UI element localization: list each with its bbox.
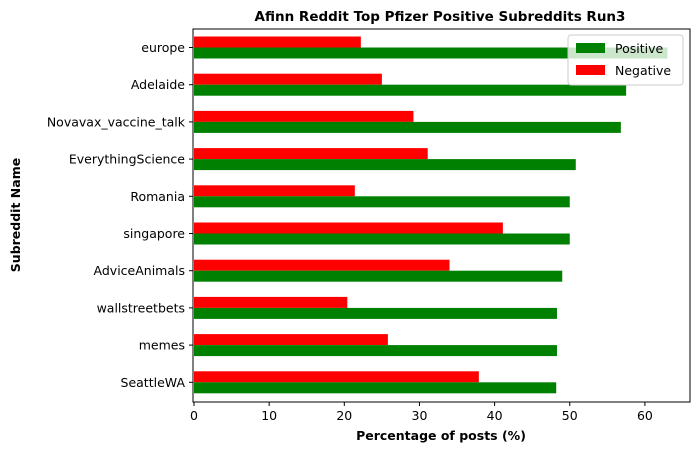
y-tick-label-europe: europe [141,40,185,55]
y-tick-label-romania: Romania [130,189,185,204]
bar-negative-europe [194,36,361,48]
bar-negative-romania [194,185,355,197]
bar-negative-seattlewa [194,371,479,383]
x-ticks-group: 0 10 20 30 40 50 60 [190,402,653,423]
bar-positive-everythingscience [194,159,576,171]
x-tick-label-60: 60 [637,408,653,423]
bar-positive-adelaide [194,84,627,96]
legend: Positive Negative [567,34,684,86]
y-tick-label-singapore: singapore [123,226,185,241]
plot-frame [192,28,691,403]
y-tick-label-adelaide: Adelaide [131,77,185,92]
y-tick-label-adviceanimals: AdviceAnimals [94,263,185,278]
bar-negative-adelaide [194,73,382,85]
x-tick-label-40: 40 [487,408,503,423]
bars-group [194,36,668,394]
x-tick-label-30: 30 [412,408,428,423]
bar-positive-novavax-vaccine-talk [194,121,621,133]
bar-negative-singapore [194,222,503,234]
legend-swatch-negative [576,65,605,75]
y-tick-label-novavax-vaccine-talk: Novavax_vaccine_talk [47,114,186,129]
x-tick-label-50: 50 [562,408,578,423]
bar-negative-wallstreetbets [194,296,348,308]
y-tick-label-memes: memes [139,338,185,353]
bar-positive-wallstreetbets [194,307,557,319]
y-axis-label: Subreddit Name [8,158,23,272]
bar-negative-everythingscience [194,148,428,160]
bar-positive-memes [194,345,557,357]
x-tick-label-20: 20 [336,408,352,423]
bar-positive-seattlewa [194,382,557,394]
bar-negative-novavax-vaccine-talk [194,110,414,122]
chart-title: Afinn Reddit Top Pfizer Positive Subredd… [255,9,626,25]
legend-swatch-positive [576,43,605,53]
bar-positive-singapore [194,233,570,245]
bar-positive-adviceanimals [194,270,563,282]
x-tick-label-0: 0 [190,408,198,423]
x-tick-label-10: 10 [261,408,277,423]
y-tick-label-seattlewa: SeattleWA [121,375,186,390]
y-tick-label-everythingscience: EverythingScience [69,152,185,167]
bar-negative-memes [194,334,388,346]
bar-positive-romania [194,196,570,208]
y-ticks-group: europe Adelaide Novavax_vaccine_talk Everyt… [47,40,193,390]
x-axis-label: Percentage of posts (%) [356,428,526,443]
legend-label-negative: Negative [615,63,671,78]
bar-negative-adviceanimals [194,259,450,271]
bar-positive-europe [194,47,668,59]
legend-label-positive: Positive [615,41,663,56]
y-tick-label-wallstreetbets: wallstreetbets [97,300,185,315]
